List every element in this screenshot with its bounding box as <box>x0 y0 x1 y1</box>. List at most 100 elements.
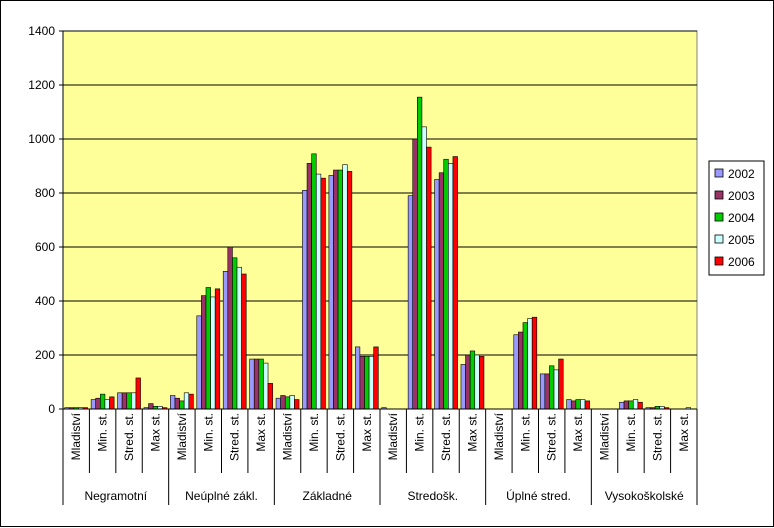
x-subcategory-label: Stred. st. <box>122 413 136 461</box>
legend-label: 2003 <box>728 189 755 203</box>
bar-2005 <box>421 126 427 410</box>
x-group-label: Neúplné zákl. <box>185 489 258 503</box>
x-subcategory-label: Stred. st. <box>545 413 559 461</box>
bar-2003 <box>95 397 101 410</box>
bar-2002 <box>354 346 361 410</box>
x-subcategory-label: Min. st. <box>96 413 110 452</box>
x-subcategory-label: Mladiství <box>598 412 612 460</box>
bar-2006 <box>452 156 458 410</box>
x-subcategory-label: Stred. st. <box>650 413 664 461</box>
x-group-label: Vysokoškolské <box>605 489 684 503</box>
x-subcategory-label: Min. st. <box>624 413 638 452</box>
bar-2003 <box>201 295 207 410</box>
legend-swatch <box>714 234 724 244</box>
bar-2006 <box>426 146 432 410</box>
bar-2006 <box>135 377 141 410</box>
bar-2002 <box>407 195 414 410</box>
y-tick-label: 400 <box>35 294 55 308</box>
bar-2003 <box>359 356 365 410</box>
bars <box>64 96 691 410</box>
x-subcategory-label: Max st. <box>360 413 374 452</box>
y-tick-label: 800 <box>35 186 55 200</box>
x-subcategory-label: Min. st. <box>307 413 321 452</box>
y-axis-ticks: 0 200 400 600 800 1000 1200 1400 <box>28 24 63 416</box>
bar-2003 <box>518 331 524 410</box>
bar-2003 <box>148 403 154 410</box>
bar-2004 <box>232 257 238 410</box>
bar-2003 <box>121 392 128 410</box>
bar-2006 <box>479 356 485 410</box>
bar-2006 <box>320 177 326 410</box>
bar-2005 <box>210 296 216 410</box>
bar-2002 <box>90 399 97 410</box>
bar-2006 <box>584 400 590 410</box>
bar-2002 <box>434 179 440 410</box>
bar-2006 <box>346 171 353 410</box>
bar-2004 <box>311 153 317 410</box>
x-subcategory-label: Stred. st. <box>228 413 242 461</box>
bar-2005 <box>236 266 242 410</box>
bar-2006 <box>188 393 194 410</box>
bar-2005 <box>131 392 137 410</box>
bar-2005 <box>315 173 322 410</box>
bar-2002 <box>539 373 546 410</box>
y-tick-label: 1000 <box>28 132 55 146</box>
bar-2003 <box>570 400 577 410</box>
bar-2003 <box>465 354 471 410</box>
bar-2002 <box>328 175 334 410</box>
bar-2003 <box>623 400 629 410</box>
bar-2003 <box>227 246 233 410</box>
bar-2002 <box>302 190 308 410</box>
bar-2005 <box>368 356 374 410</box>
bar-2005 <box>289 395 295 410</box>
x-subcategory-label: Mladiství <box>492 412 506 460</box>
bar-2005 <box>263 362 269 410</box>
bar-2005 <box>448 163 454 410</box>
plot-area <box>62 30 698 410</box>
legend-swatch <box>714 212 724 222</box>
bar-2002 <box>222 270 229 410</box>
bar-2004 <box>205 287 211 410</box>
bar-2004 <box>549 365 555 410</box>
legend-label: 2005 <box>728 233 755 247</box>
y-tick-label: 0 <box>48 402 55 416</box>
bar-2002 <box>566 399 572 410</box>
bar-2002 <box>513 334 519 410</box>
legend-label: 2002 <box>728 167 755 181</box>
bar-2003 <box>306 163 312 410</box>
bar-2002 <box>619 401 625 410</box>
bar-2006 <box>214 288 221 410</box>
bar-2006 <box>637 401 643 410</box>
bar-2005 <box>342 164 348 410</box>
x-subcategory-label: Max st. <box>149 413 163 452</box>
x-subcategory-label: Max st. <box>254 413 268 452</box>
x-subcategory-label: Stred. st. <box>439 413 453 461</box>
bar-2006 <box>267 383 273 410</box>
bar-2002 <box>249 358 255 410</box>
bar-2003 <box>333 169 339 410</box>
bar-2005 <box>553 369 559 410</box>
y-tick-label: 200 <box>35 348 55 362</box>
y-tick-label: 1200 <box>28 78 55 92</box>
bar-2004 <box>100 393 106 410</box>
x-subcategory-label: Min. st. <box>201 413 215 452</box>
legend-label: 2006 <box>728 255 755 269</box>
bar-2004 <box>417 96 423 410</box>
bar-2003 <box>253 358 260 410</box>
x-group-label: Úplné stred. <box>506 488 571 503</box>
x-subcategory-label: Max st. <box>677 413 691 452</box>
bar-2004 <box>522 322 528 410</box>
bar-2002 <box>460 364 466 410</box>
bar-2002 <box>170 395 176 410</box>
bar-2005 <box>632 399 639 410</box>
bar-2004 <box>628 400 634 410</box>
bar-2006 <box>558 358 564 410</box>
x-subcategory-label: Mladiství <box>69 412 83 460</box>
x-group-label: Negramotní <box>84 489 147 503</box>
bar-2004 <box>258 358 264 410</box>
legend: 2002 2003 2004 2005 2006 <box>708 160 765 276</box>
bar-2003 <box>438 172 445 410</box>
x-subcategory-label: Min. st. <box>518 413 532 452</box>
gridlines <box>63 30 697 356</box>
